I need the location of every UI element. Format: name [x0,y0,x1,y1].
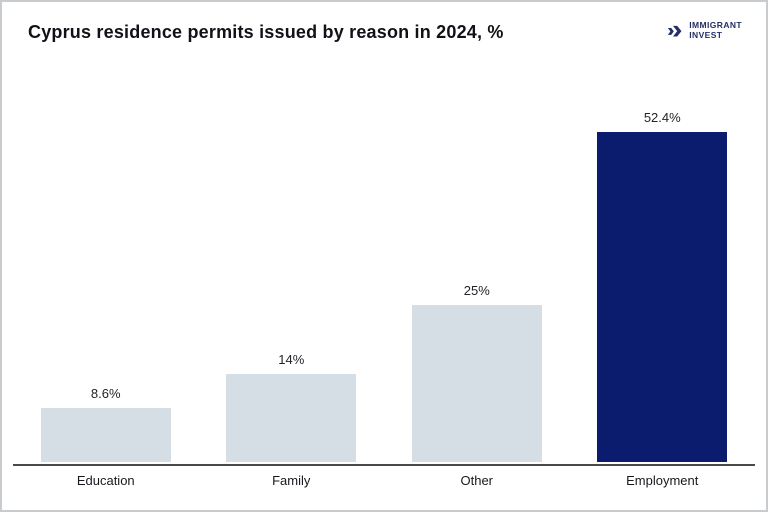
x-axis-line [13,464,755,466]
bar-slot-other: 25% [384,283,570,462]
category-label-other: Other [460,473,493,488]
bar-slot-family: 14% [199,352,385,462]
bar-value-label: 8.6% [90,386,121,401]
brand-logo-line1: IMMIGRANT [689,20,742,30]
category-label-family: Family [272,473,311,488]
bar-education [40,408,171,462]
category-axis-labels: Education Family Other Employment [13,473,755,488]
bar-family [226,374,357,462]
bar-slot-education: 8.6% [13,386,199,462]
bar-value-label: 14% [278,352,305,367]
bar-plot-area: 8.6% 14% 25% 52.4% [13,110,755,462]
category-label-employment: Employment [626,473,699,488]
category-label-education: Education [76,473,135,488]
brand-logo-line2: INVEST [689,29,723,40]
bar-other [411,305,542,462]
bar-value-label: 25% [463,283,490,298]
double-chevron-right-icon [667,22,684,40]
brand-logo: IMMIGRANT INVEST [667,20,742,41]
bar-value-label: 52.4% [643,110,681,125]
brand-logo-text: IMMIGRANT INVEST [689,20,742,41]
bar-slot-employment: 52.4% [570,110,756,462]
chart-title: Cyprus residence permits issued by reaso… [28,22,504,42]
bar-employment [597,132,728,462]
